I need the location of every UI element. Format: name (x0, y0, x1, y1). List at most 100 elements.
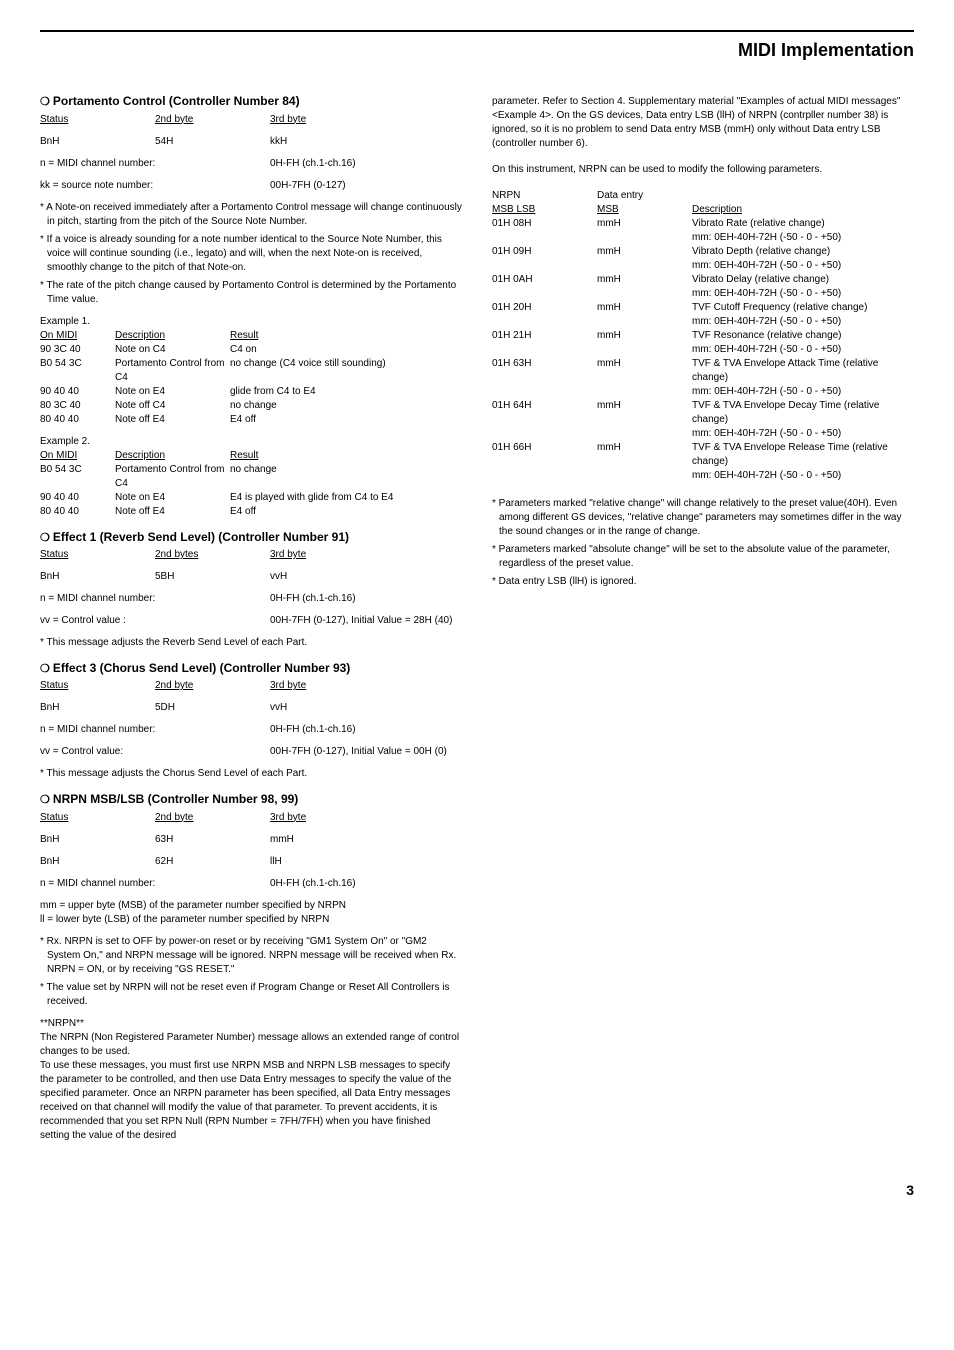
cell (597, 385, 692, 399)
note: * This message adjusts the Reverb Send L… (40, 636, 462, 650)
col (692, 189, 914, 203)
cell: mmH (597, 357, 692, 385)
cell: llH (270, 855, 462, 869)
cell: TVF Resonance (relative change) (692, 329, 914, 343)
cell: 63H (155, 833, 270, 847)
table-row: 01H 64HmmHTVF & TVA Envelope Decay Time … (492, 399, 914, 427)
ex-col: Result (230, 329, 462, 343)
def-val: 00H-7FH (0-127) (270, 179, 346, 193)
def: 00H-7FH (0-127), Initial Value = 28H (40… (270, 614, 452, 628)
def: mm = upper byte (MSB) of the parameter n… (40, 899, 462, 913)
cell (492, 259, 597, 273)
col: 2nd bytes (155, 548, 270, 562)
cell: mmH (597, 329, 692, 343)
def: ll = lower byte (LSB) of the parameter n… (40, 913, 462, 927)
cell: Note on C4 (115, 343, 230, 357)
ex2-label: Example 2. (40, 435, 462, 449)
nrpn-table: 01H 08HmmHVibrato Rate (relative change)… (492, 217, 914, 483)
cell: Note off E4 (115, 413, 230, 427)
col-3rd: 3rd byte (270, 113, 462, 127)
cell: 01H 64H (492, 399, 597, 427)
col: MSB (597, 203, 692, 217)
cell: mmH (597, 441, 692, 469)
example1: Example 1. On MIDIDescriptionResult 90 3… (40, 315, 462, 427)
cell: Vibrato Depth (relative change) (692, 245, 914, 259)
table-row: mm: 0EH-40H-72H (-50 - 0 - +50) (492, 469, 914, 483)
table-row: 01H 08HmmHVibrato Rate (relative change) (492, 217, 914, 231)
cell: mm: 0EH-40H-72H (-50 - 0 - +50) (692, 315, 914, 329)
cell: mmH (597, 245, 692, 259)
cell: vvH (270, 701, 462, 715)
note: * A Note-on received immediately after a… (40, 201, 462, 229)
cell: mm: 0EH-40H-72H (-50 - 0 - +50) (692, 343, 914, 357)
col: 3rd byte (270, 811, 462, 825)
def: 0H-FH (ch.1-ch.16) (270, 877, 356, 891)
def: n = MIDI channel number: (40, 723, 270, 737)
def-val: 0H-FH (ch.1-ch.16) (270, 157, 356, 171)
col: 2nd byte (155, 679, 270, 693)
cell: 01H 66H (492, 441, 597, 469)
intro-text: On this instrument, NRPN can be used to … (492, 163, 914, 177)
cell (492, 469, 597, 483)
col: Data entry (597, 189, 692, 203)
note: * This message adjusts the Chorus Send L… (40, 767, 462, 781)
def: vv = Control value: (40, 745, 270, 759)
cell: BnH (40, 570, 155, 584)
cell: E4 off (230, 413, 462, 427)
cell: Note off E4 (115, 505, 230, 519)
ex1-label: Example 1. (40, 315, 462, 329)
table-row: 01H 63HmmHTVF & TVA Envelope Attack Time… (492, 357, 914, 385)
cell: kkH (270, 135, 462, 149)
note: * Parameters marked "absolute change" wi… (492, 543, 914, 571)
cell: Portamento Control from C4 (115, 357, 230, 385)
nrpn-text: To use these messages, you must first us… (40, 1059, 462, 1143)
portamento-row: BnH 54H kkH (40, 135, 462, 149)
cell (492, 385, 597, 399)
cell: mmH (597, 217, 692, 231)
table-row: mm: 0EH-40H-72H (-50 - 0 - +50) (492, 343, 914, 357)
cell: B0 54 3C (40, 463, 115, 491)
cell: Portamento Control from C4 (115, 463, 230, 491)
table-row: 01H 20HmmHTVF Cutoff Frequency (relative… (492, 301, 914, 315)
cell: C4 on (230, 343, 462, 357)
cell: 5BH (155, 570, 270, 584)
ex-col: Description (115, 449, 230, 463)
cell: 90 3C 40 (40, 343, 115, 357)
ex-col: On MIDI (40, 329, 115, 343)
cell: mmH (597, 301, 692, 315)
cell: 90 40 40 (40, 385, 115, 399)
cell: BnH (40, 855, 155, 869)
cell: TVF & TVA Envelope Decay Time (relative … (692, 399, 914, 427)
right-column: parameter. Refer to Section 4. Supplemen… (492, 83, 914, 1151)
cell: mm: 0EH-40H-72H (-50 - 0 - +50) (692, 287, 914, 301)
table-row: mm: 0EH-40H-72H (-50 - 0 - +50) (492, 231, 914, 245)
portamento-defs: n = MIDI channel number:0H-FH (ch.1-ch.1… (40, 157, 462, 193)
cell: Vibrato Delay (relative change) (692, 273, 914, 287)
table-row: mm: 0EH-40H-72H (-50 - 0 - +50) (492, 315, 914, 329)
table-row: mm: 0EH-40H-72H (-50 - 0 - +50) (492, 287, 914, 301)
cell: Note on E4 (115, 491, 230, 505)
col-status: Status (40, 113, 155, 127)
cell (492, 427, 597, 441)
col: 2nd byte (155, 811, 270, 825)
cell: 01H 09H (492, 245, 597, 259)
table-row: mm: 0EH-40H-72H (-50 - 0 - +50) (492, 385, 914, 399)
cell (492, 231, 597, 245)
cell (492, 287, 597, 301)
cell: 62H (155, 855, 270, 869)
cell: TVF Cutoff Frequency (relative change) (692, 301, 914, 315)
note: * Parameters marked "relative change" wi… (492, 497, 914, 539)
cell: mmH (597, 273, 692, 287)
col: Status (40, 679, 155, 693)
cell (492, 315, 597, 329)
main-columns: Portamento Control (Controller Number 84… (40, 83, 914, 1151)
cell: BnH (40, 701, 155, 715)
cell: Note on E4 (115, 385, 230, 399)
cell: BnH (40, 135, 155, 149)
cell: mmH (597, 399, 692, 427)
effect1-heading: Effect 1 (Reverb Send Level) (Controller… (40, 529, 462, 546)
cell (597, 427, 692, 441)
cell: 54H (155, 135, 270, 149)
cell: Vibrato Rate (relative change) (692, 217, 914, 231)
table-row: 01H 66HmmHTVF & TVA Envelope Release Tim… (492, 441, 914, 469)
